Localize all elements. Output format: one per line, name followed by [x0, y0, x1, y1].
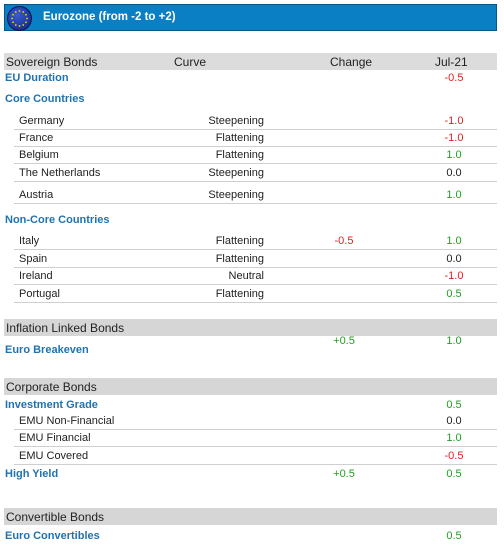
euro-breakeven-label: Euro Breakeven: [5, 344, 89, 356]
table-row: Austria Steepening 1.0: [4, 187, 497, 204]
core-countries-label: Core Countries: [5, 93, 85, 105]
euro-convertibles-label: Euro Convertibles: [5, 530, 100, 542]
score-value: -1.0: [444, 270, 464, 282]
score-value: 0.0: [446, 253, 462, 265]
score-value: 1.0: [446, 189, 462, 201]
country-name: Portugal: [19, 288, 60, 300]
score-value: 0.0: [446, 167, 462, 179]
eu-duration-value: -0.5: [444, 72, 464, 84]
row-divider: [14, 203, 497, 204]
row-divider: [14, 429, 497, 430]
row-divider: [14, 146, 497, 147]
curve-value: Steepening: [208, 189, 264, 201]
noncore-countries-row: Non-Core Countries: [4, 212, 497, 229]
score-value: -0.5: [444, 450, 464, 462]
table-row: Portugal Flattening 0.5: [4, 286, 497, 303]
row-divider: [14, 163, 497, 164]
row-divider: [14, 249, 497, 250]
eu-duration-label: EU Duration: [5, 72, 69, 84]
score-value: 0.5: [446, 399, 462, 411]
curve-value: Flattening: [215, 235, 264, 247]
row-divider: [14, 446, 497, 447]
country-name: Austria: [19, 189, 54, 201]
row-divider: [14, 302, 497, 303]
row-divider: [14, 181, 497, 182]
header-title: Eurozone (from -2 to +2): [43, 11, 176, 23]
high-yield-label: High Yield: [5, 468, 59, 480]
table-row: Ireland Neutral -1.0: [4, 268, 497, 285]
country-name: Spain: [19, 253, 48, 265]
inflation-section-header: Inflation Linked Bonds: [4, 319, 497, 336]
change-value: +0.5: [333, 468, 355, 480]
row-divider: [14, 129, 497, 130]
noncore-countries-label: Non-Core Countries: [5, 214, 110, 226]
sovereign-column-header: Sovereign Bonds Curve Change Jul-21: [4, 53, 497, 70]
euro-breakeven-label-row: Euro Breakeven: [4, 342, 497, 359]
table-row: France Flattening -1.0: [4, 130, 497, 147]
table-row: Belgium Flattening 1.0: [4, 147, 497, 164]
row-divider: [14, 464, 497, 465]
sovereign-bonds-heading: Sovereign Bonds: [6, 55, 98, 69]
inflation-section-title: Inflation Linked Bonds: [6, 321, 125, 335]
row-divider: [14, 284, 497, 285]
score-value: 1.0: [446, 235, 462, 247]
curve-value: Flattening: [215, 132, 264, 144]
score-value: -1.0: [444, 132, 464, 144]
score-value: -1.0: [444, 115, 464, 127]
sector-name: EMU Financial: [19, 432, 91, 444]
investment-grade-label: Investment Grade: [5, 399, 98, 411]
country-name: Italy: [19, 235, 40, 247]
corporate-section-header: Corporate Bonds: [4, 378, 497, 395]
country-name: Germany: [19, 115, 65, 127]
table-row: Spain Flattening 0.0: [4, 251, 497, 268]
curve-value: Flattening: [215, 149, 264, 161]
score-value: 0.5: [446, 530, 462, 542]
convertible-section-header: Convertible Bonds: [4, 508, 497, 525]
score-value: 0.5: [446, 288, 462, 300]
curve-column-label: Curve: [174, 55, 207, 69]
investment-grade-row: Investment Grade 0.5: [4, 397, 497, 414]
sector-name: EMU Covered: [19, 450, 89, 462]
euro-breakeven-row: +0.5 1.0: [4, 335, 497, 352]
curve-value: Steepening: [208, 167, 264, 179]
eu-flag-icon: [7, 6, 32, 31]
country-name: The Netherlands: [19, 167, 101, 179]
score-value: 1.0: [446, 432, 462, 444]
table-row: Italy Flattening -0.5 1.0: [4, 233, 497, 250]
row-divider: [14, 267, 497, 268]
change-value: -0.5: [334, 235, 354, 247]
score-value: 0.5: [446, 468, 462, 480]
curve-value: Flattening: [215, 288, 264, 300]
table-row: EMU Financial 1.0: [4, 430, 497, 447]
sector-name: EMU Non-Financial: [19, 415, 115, 427]
euro-convertibles-row: Euro Convertibles 0.5: [4, 528, 497, 545]
core-countries-row: Core Countries: [4, 91, 497, 108]
country-name: France: [19, 132, 54, 144]
date-column-label: Jul-21: [435, 55, 468, 69]
country-name: Ireland: [19, 270, 53, 282]
table-row: EMU Non-Financial 0.0: [4, 413, 497, 430]
eu-duration-row: EU Duration -0.5: [4, 70, 497, 87]
change-value: +0.5: [333, 335, 355, 347]
table-row: Germany Steepening -1.0: [4, 113, 497, 130]
curve-value: Flattening: [215, 253, 264, 265]
country-name: Belgium: [19, 149, 59, 161]
table-row: EMU Covered -0.5: [4, 448, 497, 465]
corporate-section-title: Corporate Bonds: [6, 380, 97, 394]
page-header: Eurozone (from -2 to +2): [4, 4, 497, 31]
score-value: 0.0: [446, 415, 462, 427]
high-yield-row: High Yield +0.5 0.5: [4, 466, 497, 483]
curve-value: Steepening: [208, 115, 264, 127]
curve-value: Neutral: [228, 270, 264, 282]
change-column-label: Change: [330, 55, 373, 69]
score-value: 1.0: [446, 335, 462, 347]
table-row: The Netherlands Steepening 0.0: [4, 165, 497, 182]
convertible-section-title: Convertible Bonds: [6, 510, 105, 524]
score-value: 1.0: [446, 149, 462, 161]
